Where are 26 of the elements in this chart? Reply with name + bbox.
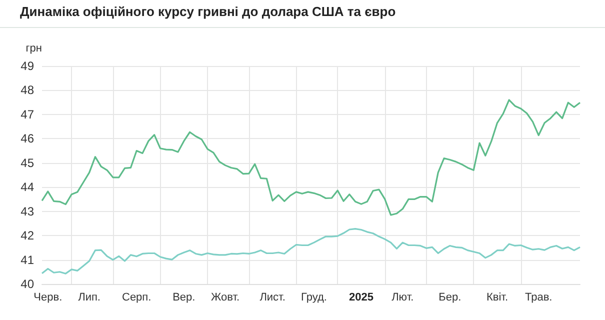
y-tick-label: 41 (20, 252, 34, 267)
y-axis-title: грн (26, 42, 42, 54)
y-tick-label: 49 (20, 59, 34, 73)
x-tick-label: Серп. (122, 292, 152, 304)
y-tick-label: 42 (20, 228, 34, 243)
x-tick-label: Лист. (260, 292, 286, 304)
y-tick-label: 40 (20, 277, 34, 291)
x-tick-label: 2025 (349, 292, 374, 304)
chart-title: Динаміка офіційного курсу гривні до долара США та євро (0, 0, 605, 28)
x-tick-label: Вер. (172, 292, 196, 304)
x-tick-label: Черв. (34, 292, 62, 304)
x-tick-label: Лип. (78, 292, 100, 304)
line-series (41, 228, 581, 274)
x-tick-label: Лют. (392, 292, 414, 304)
x-tick-label: Жовт. (210, 292, 240, 304)
line-series (41, 99, 581, 216)
y-tick-label: 48 (20, 83, 34, 98)
x-tick-label: Квіт. (486, 292, 508, 304)
y-tick-label: 47 (20, 107, 34, 122)
y-tick-label: 45 (20, 156, 34, 170)
x-tick-label: Бер. (438, 292, 462, 304)
y-tick-label: 46 (20, 132, 34, 146)
x-tick-label: Груд. (300, 292, 327, 304)
x-tick-label: Трав. (524, 292, 552, 304)
y-tick-label: 44 (20, 180, 34, 194)
y-tick-label: 43 (20, 204, 34, 218)
